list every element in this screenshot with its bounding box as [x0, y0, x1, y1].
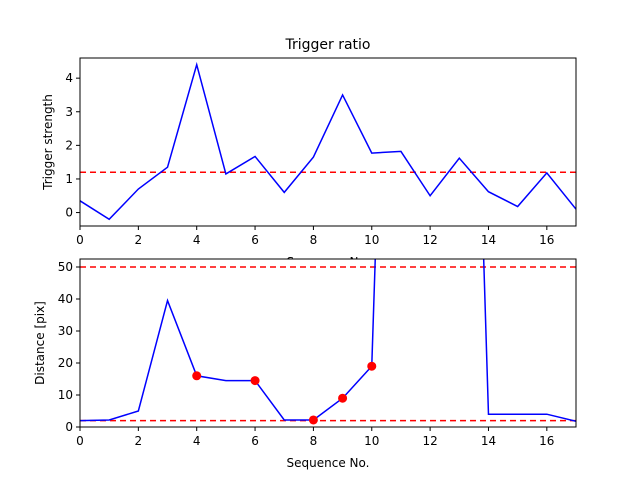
x-tick-label: 16	[539, 434, 554, 448]
y-axis-ticks: 0 10 20 30 40 50	[58, 260, 80, 434]
x-tick-label: 12	[422, 233, 437, 247]
plot-area	[80, 61, 576, 221]
series-line-trigger-strength	[80, 61, 576, 221]
x-tick-label: 12	[422, 434, 437, 448]
x-tick-label: 14	[481, 233, 496, 247]
x-tick-label: 10	[364, 434, 379, 448]
x-tick-label: 8	[310, 434, 318, 448]
x-tick-label: 0	[76, 434, 84, 448]
marker-points	[192, 361, 377, 425]
x-tick-label: 10	[364, 233, 379, 247]
y-tick-label: 0	[65, 206, 73, 220]
y-tick-label: 20	[58, 356, 73, 370]
x-tick-label: 2	[135, 233, 143, 247]
x-axis-ticks: 0 2 4 6 8 10 12 14 16	[76, 226, 554, 247]
x-tick-label: 8	[310, 233, 318, 247]
x-axis-label: Sequence No.	[287, 456, 370, 470]
x-tick-label: 6	[251, 434, 259, 448]
y-axis-ticks: 0 1 2 3 4	[65, 71, 80, 220]
marker-point	[192, 371, 202, 381]
axes-background	[80, 259, 576, 427]
marker-point	[250, 376, 260, 386]
axes-frame	[79, 57, 577, 227]
x-axis-ticks: 0 2 4 6 8 10 12 14 16	[76, 427, 554, 448]
y-tick-label: 3	[65, 105, 73, 119]
x-tick-label: 16	[539, 233, 554, 247]
axes-frame	[79, 258, 577, 428]
y-tick-label: 30	[58, 324, 73, 338]
plot-area	[80, 259, 576, 425]
series-line-distance	[80, 259, 576, 422]
x-tick-label: 6	[251, 233, 259, 247]
y-axis-label: Distance [pix]	[33, 301, 47, 385]
marker-point	[338, 393, 348, 403]
marker-point	[367, 361, 377, 371]
y-tick-label: 1	[65, 172, 73, 186]
y-axis-label: Trigger strength	[41, 94, 55, 191]
y-tick-label: 50	[58, 260, 73, 274]
y-tick-label: 2	[65, 138, 73, 152]
x-tick-label: 4	[193, 434, 201, 448]
y-tick-label: 0	[65, 420, 73, 434]
x-tick-label: 0	[76, 233, 84, 247]
y-tick-label: 4	[65, 71, 73, 85]
distance-chart: 0 2 4 6 8 10 12 14 16 0 10 20 30 40 50 Sequence No. D…	[33, 258, 577, 470]
marker-point	[308, 415, 318, 425]
y-tick-label: 40	[58, 292, 73, 306]
chart-title: Trigger ratio	[284, 37, 370, 53]
x-tick-label: 14	[481, 434, 496, 448]
x-tick-label: 4	[193, 233, 201, 247]
reference-lines	[80, 266, 576, 422]
y-tick-label: 10	[58, 388, 73, 402]
x-tick-label: 2	[135, 434, 143, 448]
